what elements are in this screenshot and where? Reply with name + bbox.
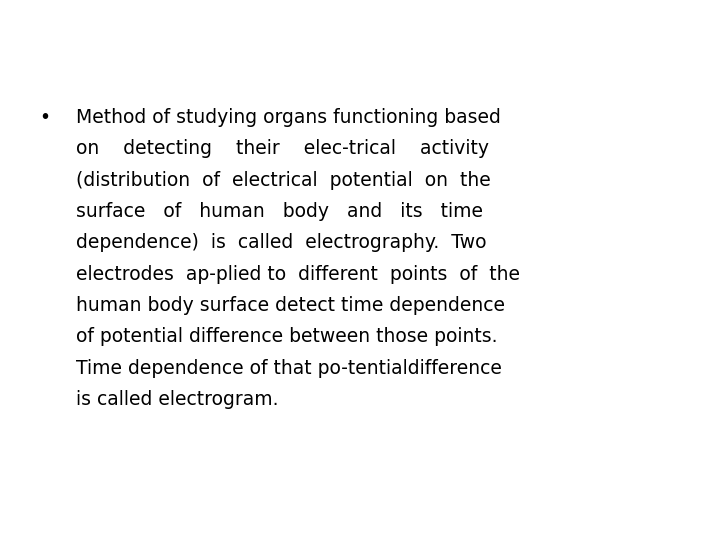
Text: surface   of   human   body   and   its   time: surface of human body and its time	[76, 202, 482, 221]
Text: electrodes  ap-plied to  different  points  of  the: electrodes ap-plied to different points …	[76, 265, 520, 284]
Text: •: •	[40, 108, 50, 127]
Text: is called electrogram.: is called electrogram.	[76, 390, 278, 409]
Text: (distribution  of  electrical  potential  on  the: (distribution of electrical potential on…	[76, 171, 490, 190]
Text: on    detecting    their    elec-trical    activity: on detecting their elec-trical activity	[76, 139, 489, 158]
Text: human body surface detect time dependence: human body surface detect time dependenc…	[76, 296, 505, 315]
Text: of potential difference between those points.: of potential difference between those po…	[76, 327, 497, 346]
Text: Time dependence of that po-tentialdifference: Time dependence of that po-tentialdiffer…	[76, 359, 501, 377]
Text: Method of studying organs functioning based: Method of studying organs functioning ba…	[76, 108, 500, 127]
Text: dependence)  is  called  electrography.  Two: dependence) is called electrography. Two	[76, 233, 486, 252]
